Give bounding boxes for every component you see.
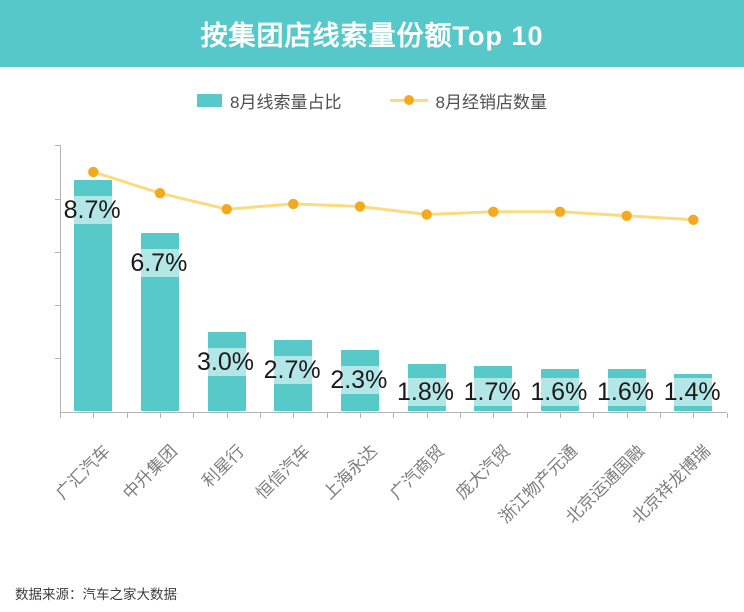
dealer-count-line-path	[91, 170, 695, 222]
legend-item-dealer-count: 8月经销店数量	[389, 88, 547, 113]
legend-label: 8月线索量占比	[230, 92, 342, 112]
x-axis-tick	[526, 413, 528, 418]
bar-value-label: 1.6%	[529, 377, 589, 406]
x-axis-tick	[593, 413, 595, 418]
x-axis-tick	[626, 413, 628, 418]
category-label: 利星行	[198, 441, 248, 491]
x-axis-tick	[493, 413, 495, 418]
dealer-count-point	[554, 206, 566, 217]
bar-value-label: 2.3%	[329, 366, 389, 395]
legend-line-marker-icon	[389, 95, 428, 105]
legend-item-leads-share: 8月线索量占比	[197, 88, 342, 113]
bar-value-label: 2.7%	[262, 355, 322, 384]
y-axis-line	[59, 145, 61, 413]
x-axis-tick	[659, 413, 661, 418]
category-label: 恒信汽车	[252, 441, 315, 503]
bar-value-label: 6.7%	[129, 249, 189, 278]
category-label: 广汽商贸	[386, 441, 448, 503]
x-axis-tick	[326, 413, 328, 418]
x-axis-tick	[393, 413, 395, 418]
legend-label: 8月经销店数量	[435, 92, 547, 112]
dealer-count-point	[221, 204, 232, 215]
x-axis-tick	[726, 413, 728, 418]
dealer-count-point	[88, 166, 99, 178]
y-axis-tick	[55, 305, 60, 307]
y-axis-tick	[55, 198, 60, 200]
bar-value-label: 1.4%	[662, 377, 722, 406]
category-label: 广汇汽车	[52, 441, 115, 503]
x-axis-tick	[93, 413, 95, 418]
bar-value-label: 1.6%	[595, 377, 655, 406]
x-axis-tick	[693, 413, 695, 418]
data-source-note: 数据来源：汽车之家大数据	[15, 587, 177, 602]
x-axis-tick	[193, 413, 195, 418]
dealer-count-point	[621, 210, 632, 221]
x-axis-line	[59, 411, 728, 413]
category-label: 中升集团	[119, 441, 181, 503]
x-axis-tick	[159, 413, 161, 418]
dealer-count-point	[154, 188, 166, 199]
x-axis-tick	[559, 413, 561, 418]
dealer-count-point	[421, 209, 432, 220]
bar-value-label: 1.7%	[462, 377, 522, 406]
x-axis-tick	[226, 413, 228, 418]
bar-value-label: 1.8%	[395, 377, 455, 406]
y-axis-tick	[55, 145, 60, 147]
dealer-count-point	[688, 214, 699, 225]
x-axis-tick	[293, 413, 295, 418]
dealer-count-point	[354, 201, 366, 212]
y-axis-tick	[55, 251, 60, 253]
chart-legend: 8月线索量占比 8月经销店数量	[0, 86, 744, 114]
page-title: 按集团店线索量份额Top 10	[200, 21, 544, 51]
legend-dot-icon	[403, 95, 414, 105]
x-axis-tick	[126, 413, 128, 418]
x-axis-tick	[426, 413, 428, 418]
dealer-count-point	[288, 198, 299, 210]
x-axis-tick	[60, 413, 61, 418]
x-axis-tick	[459, 413, 461, 418]
chart-title-banner: 按集团店线索量份额Top 10	[0, 0, 744, 67]
x-axis-tick	[259, 413, 261, 418]
category-label: 上海永达	[319, 441, 381, 503]
x-axis-tick	[359, 413, 361, 418]
dealer-count-point	[488, 206, 499, 217]
bar-value-label: 3.0%	[195, 347, 255, 376]
y-axis-tick	[55, 358, 60, 360]
category-label: 庞大汽贸	[452, 441, 515, 503]
bar-value-label: 8.7%	[62, 195, 122, 224]
legend-bar-swatch-icon	[197, 93, 223, 107]
